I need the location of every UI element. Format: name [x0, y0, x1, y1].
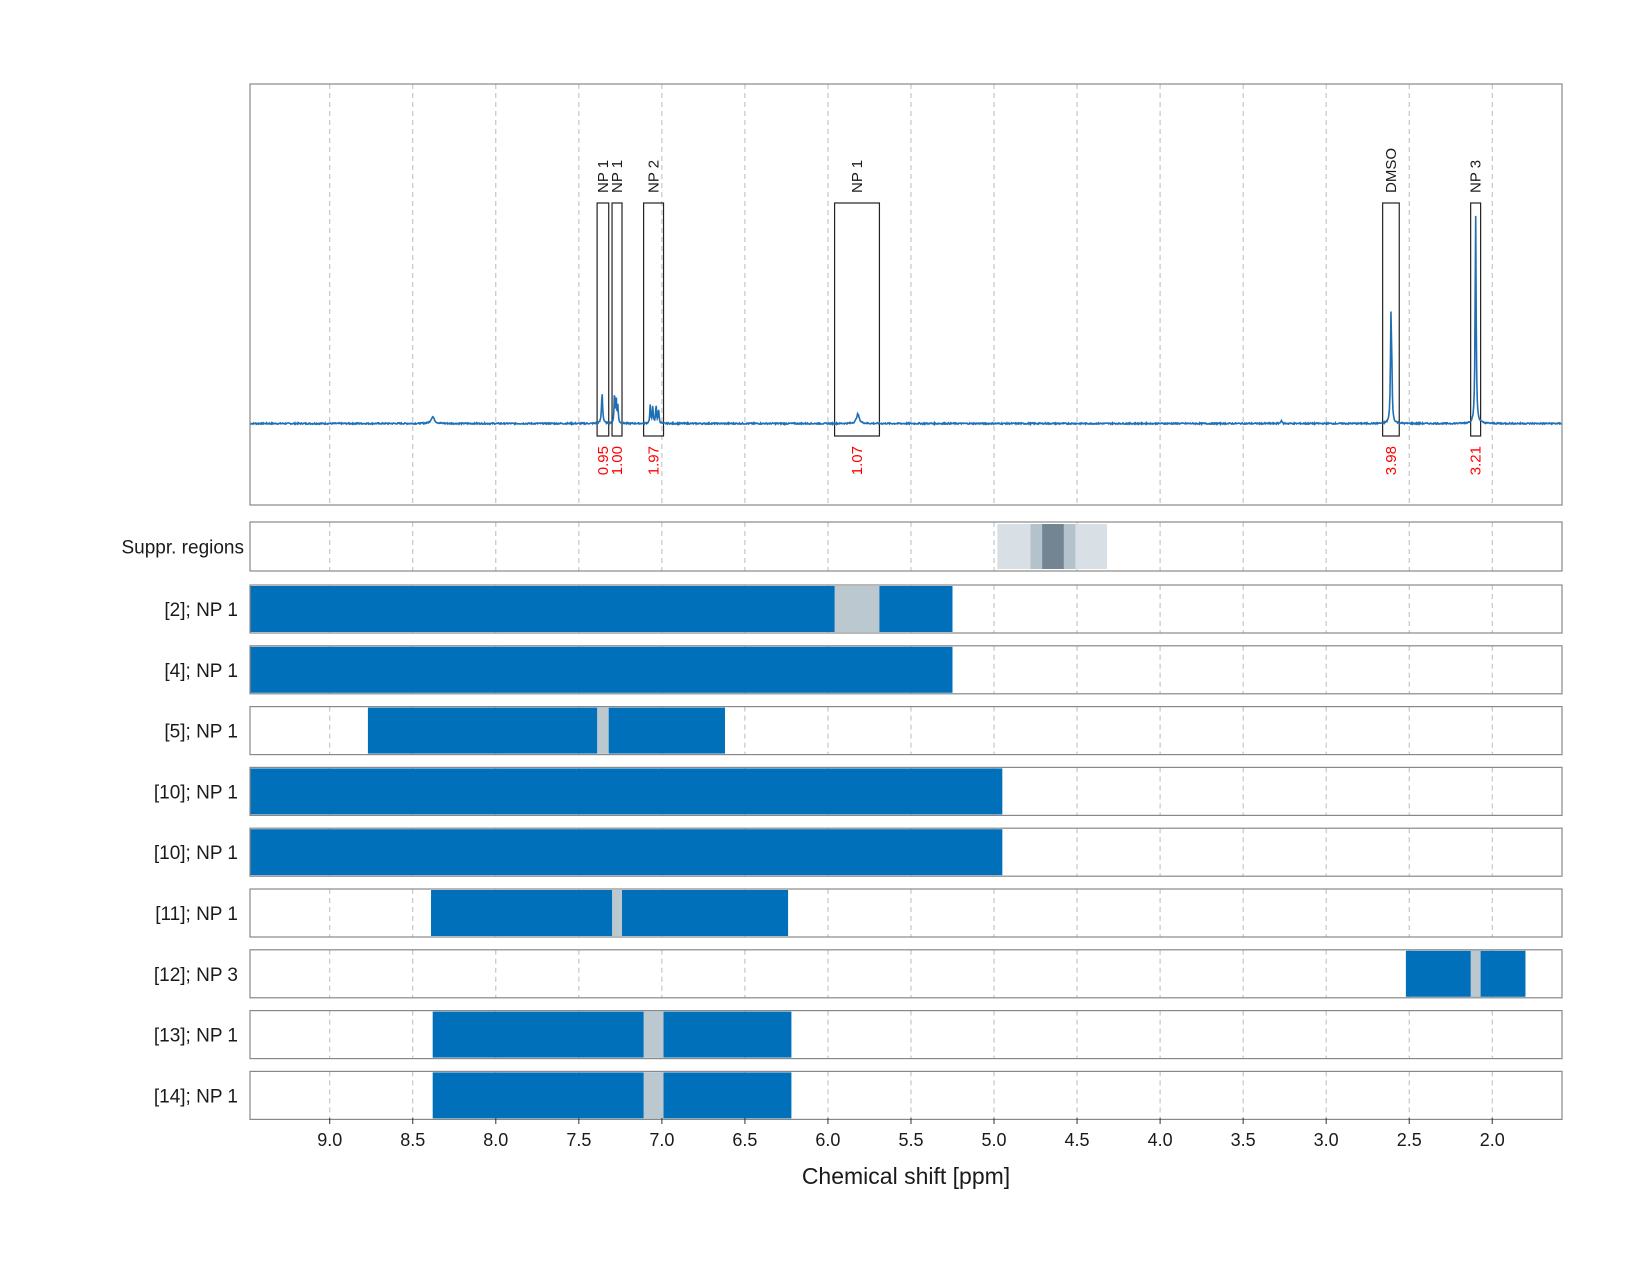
region-bar — [431, 890, 789, 936]
spectrum-frame — [249, 83, 1563, 506]
region-bar — [432, 1011, 792, 1058]
region-gap — [643, 1072, 664, 1119]
region-row-frame — [249, 645, 1563, 695]
integration-region-label: NP 1 — [849, 160, 866, 193]
region-row-frame — [249, 1009, 1563, 1060]
x-tick-label: 6.5 — [732, 1130, 757, 1150]
integral-value: 3.21 — [1468, 446, 1485, 475]
suppressed-regions-panel: Suppr. regions — [121, 521, 1563, 572]
region-gap — [643, 1011, 664, 1058]
region-row-label: [10]; NP 1 — [154, 782, 238, 803]
x-tick-label: 4.0 — [1148, 1130, 1173, 1150]
region-gap — [612, 890, 623, 936]
region-row-label: [5]; NP 1 — [164, 722, 238, 743]
region-row: [14]; NP 1 — [154, 1070, 1563, 1121]
region-bar — [367, 707, 725, 754]
integration-region-box — [1470, 202, 1482, 437]
spectrum-trace — [249, 215, 1563, 427]
integral-value: 0.95 — [595, 446, 612, 475]
x-tick-label: 7.5 — [566, 1130, 591, 1150]
x-tick-label: 9.0 — [317, 1130, 342, 1150]
region-row: [13]; NP 1 — [154, 1009, 1563, 1060]
region-rows-panel: [2]; NP 1 [4]; NP 1 [5]; NP 1 [10]; NP 1 [10… — [154, 584, 1563, 1121]
x-tick-label: 4.5 — [1065, 1130, 1090, 1150]
suppressed-band — [1042, 524, 1064, 569]
region-row-frame — [249, 949, 1563, 999]
x-tick-label: 2.5 — [1397, 1130, 1422, 1150]
x-tick-label: 5.0 — [982, 1130, 1007, 1150]
integration-region-box — [833, 202, 881, 437]
integration-region-box — [596, 202, 610, 437]
x-axis-title: Chemical shift [ppm] — [802, 1163, 1010, 1189]
region-row-frame — [249, 1070, 1563, 1121]
region-row: [4]; NP 1 — [164, 645, 1563, 695]
region-row: [12]; NP 3 — [154, 949, 1563, 999]
region-row: [2]; NP 1 — [164, 584, 1563, 634]
integration-region-label: NP 1 — [609, 160, 626, 193]
region-row-label: [12]; NP 3 — [154, 965, 238, 986]
x-axis: Chemical shift [ppm] 9.0 8.5 8.0 7.5 7.0 6.5 6… — [317, 1118, 1505, 1189]
region-row-label: [13]; NP 1 — [154, 1026, 238, 1047]
region-row-label: [10]; NP 1 — [154, 843, 238, 864]
x-tick-label: 3.0 — [1314, 1130, 1339, 1150]
integration-region-label: DMSO — [1383, 148, 1400, 193]
integral-value: 1.97 — [646, 446, 663, 475]
integration-region-label: NP 3 — [1468, 160, 1485, 193]
region-row-label: [14]; NP 1 — [154, 1086, 238, 1107]
region-row-frame — [249, 888, 1563, 938]
region-row-frame — [249, 705, 1563, 756]
x-tick-label: 8.5 — [400, 1130, 425, 1150]
region-bar — [250, 829, 1003, 876]
integration-region-box — [611, 202, 623, 437]
x-tick-label: 7.0 — [649, 1130, 674, 1150]
region-bar — [1405, 950, 1526, 997]
integration-region-box — [1382, 202, 1400, 437]
spectrum-panel: NP 1 0.95 NP 1 1.00 NP 2 1.97 NP 1 1.07 DMSO 3.98… — [249, 83, 1563, 506]
region-row-frame — [249, 766, 1563, 817]
integral-value: 3.98 — [1383, 446, 1400, 475]
integration-region-label: NP 2 — [646, 160, 663, 193]
region-row-frame — [249, 827, 1563, 877]
region-row: [11]; NP 1 — [155, 888, 1563, 938]
x-tick-label: 3.5 — [1231, 1130, 1256, 1150]
region-gap — [1470, 950, 1481, 997]
region-row-label: [2]; NP 1 — [164, 600, 238, 621]
suppressed-row-label: Suppr. regions — [121, 538, 244, 559]
region-bar — [250, 646, 953, 693]
x-tick-label: 8.0 — [483, 1130, 508, 1150]
x-tick-label: 6.0 — [815, 1130, 840, 1150]
suppressed-frame — [249, 521, 1563, 572]
region-row: [10]; NP 1 — [154, 827, 1563, 877]
integration-region-box — [642, 202, 665, 437]
region-gap — [834, 586, 880, 632]
x-tick-label: 5.5 — [898, 1130, 923, 1150]
integration-region-label: NP 1 — [595, 160, 612, 193]
region-row-label: [11]; NP 1 — [155, 904, 238, 925]
region-bar — [250, 768, 1003, 815]
region-row: [5]; NP 1 — [164, 705, 1563, 756]
region-gap — [597, 707, 609, 754]
integral-value: 1.00 — [609, 446, 626, 475]
integral-value: 1.07 — [849, 446, 866, 475]
region-row: [10]; NP 1 — [154, 766, 1563, 817]
region-row-frame — [249, 584, 1563, 634]
region-bar — [432, 1072, 792, 1119]
x-tick-label: 2.0 — [1480, 1130, 1505, 1150]
region-row-label: [4]; NP 1 — [164, 661, 238, 682]
